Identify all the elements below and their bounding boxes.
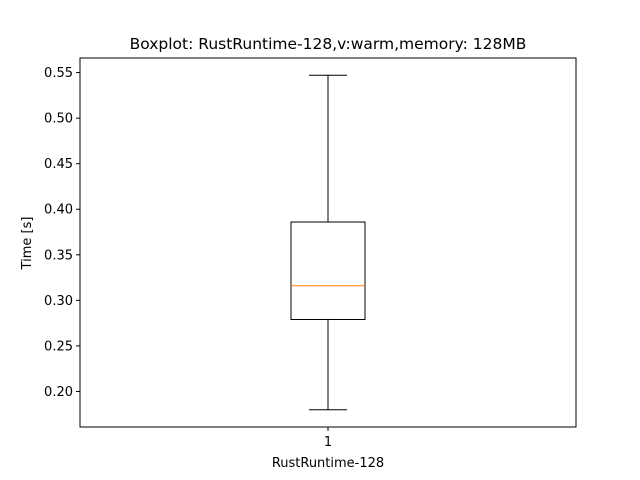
y-tick-label: 0.55 xyxy=(44,66,73,81)
y-tick-label: 0.40 xyxy=(44,203,73,218)
y-tick-label: 0.50 xyxy=(44,112,73,127)
y-tick-label: 0.25 xyxy=(44,339,73,354)
box-series xyxy=(290,74,366,411)
x-axis-label: RustRuntime-128 xyxy=(272,456,384,471)
y-tick-label: 0.30 xyxy=(44,294,73,309)
x-tick-label: 1 xyxy=(324,435,332,450)
y-axis-ticks: 0.20 0.25 0.30 0.35 0.40 0.45 0.50 0.55 xyxy=(44,66,80,400)
y-tick-label: 0.20 xyxy=(44,385,73,400)
chart-title: Boxplot: RustRuntime-128,v:warm,memory: … xyxy=(130,35,527,53)
x-axis-ticks: 1 xyxy=(324,427,332,450)
interquartile-box xyxy=(290,221,366,320)
y-axis-label: Time [s] xyxy=(20,217,35,271)
y-tick-label: 0.45 xyxy=(44,157,73,172)
plot-area-frame xyxy=(79,57,577,428)
y-tick-label: 0.35 xyxy=(44,248,73,263)
